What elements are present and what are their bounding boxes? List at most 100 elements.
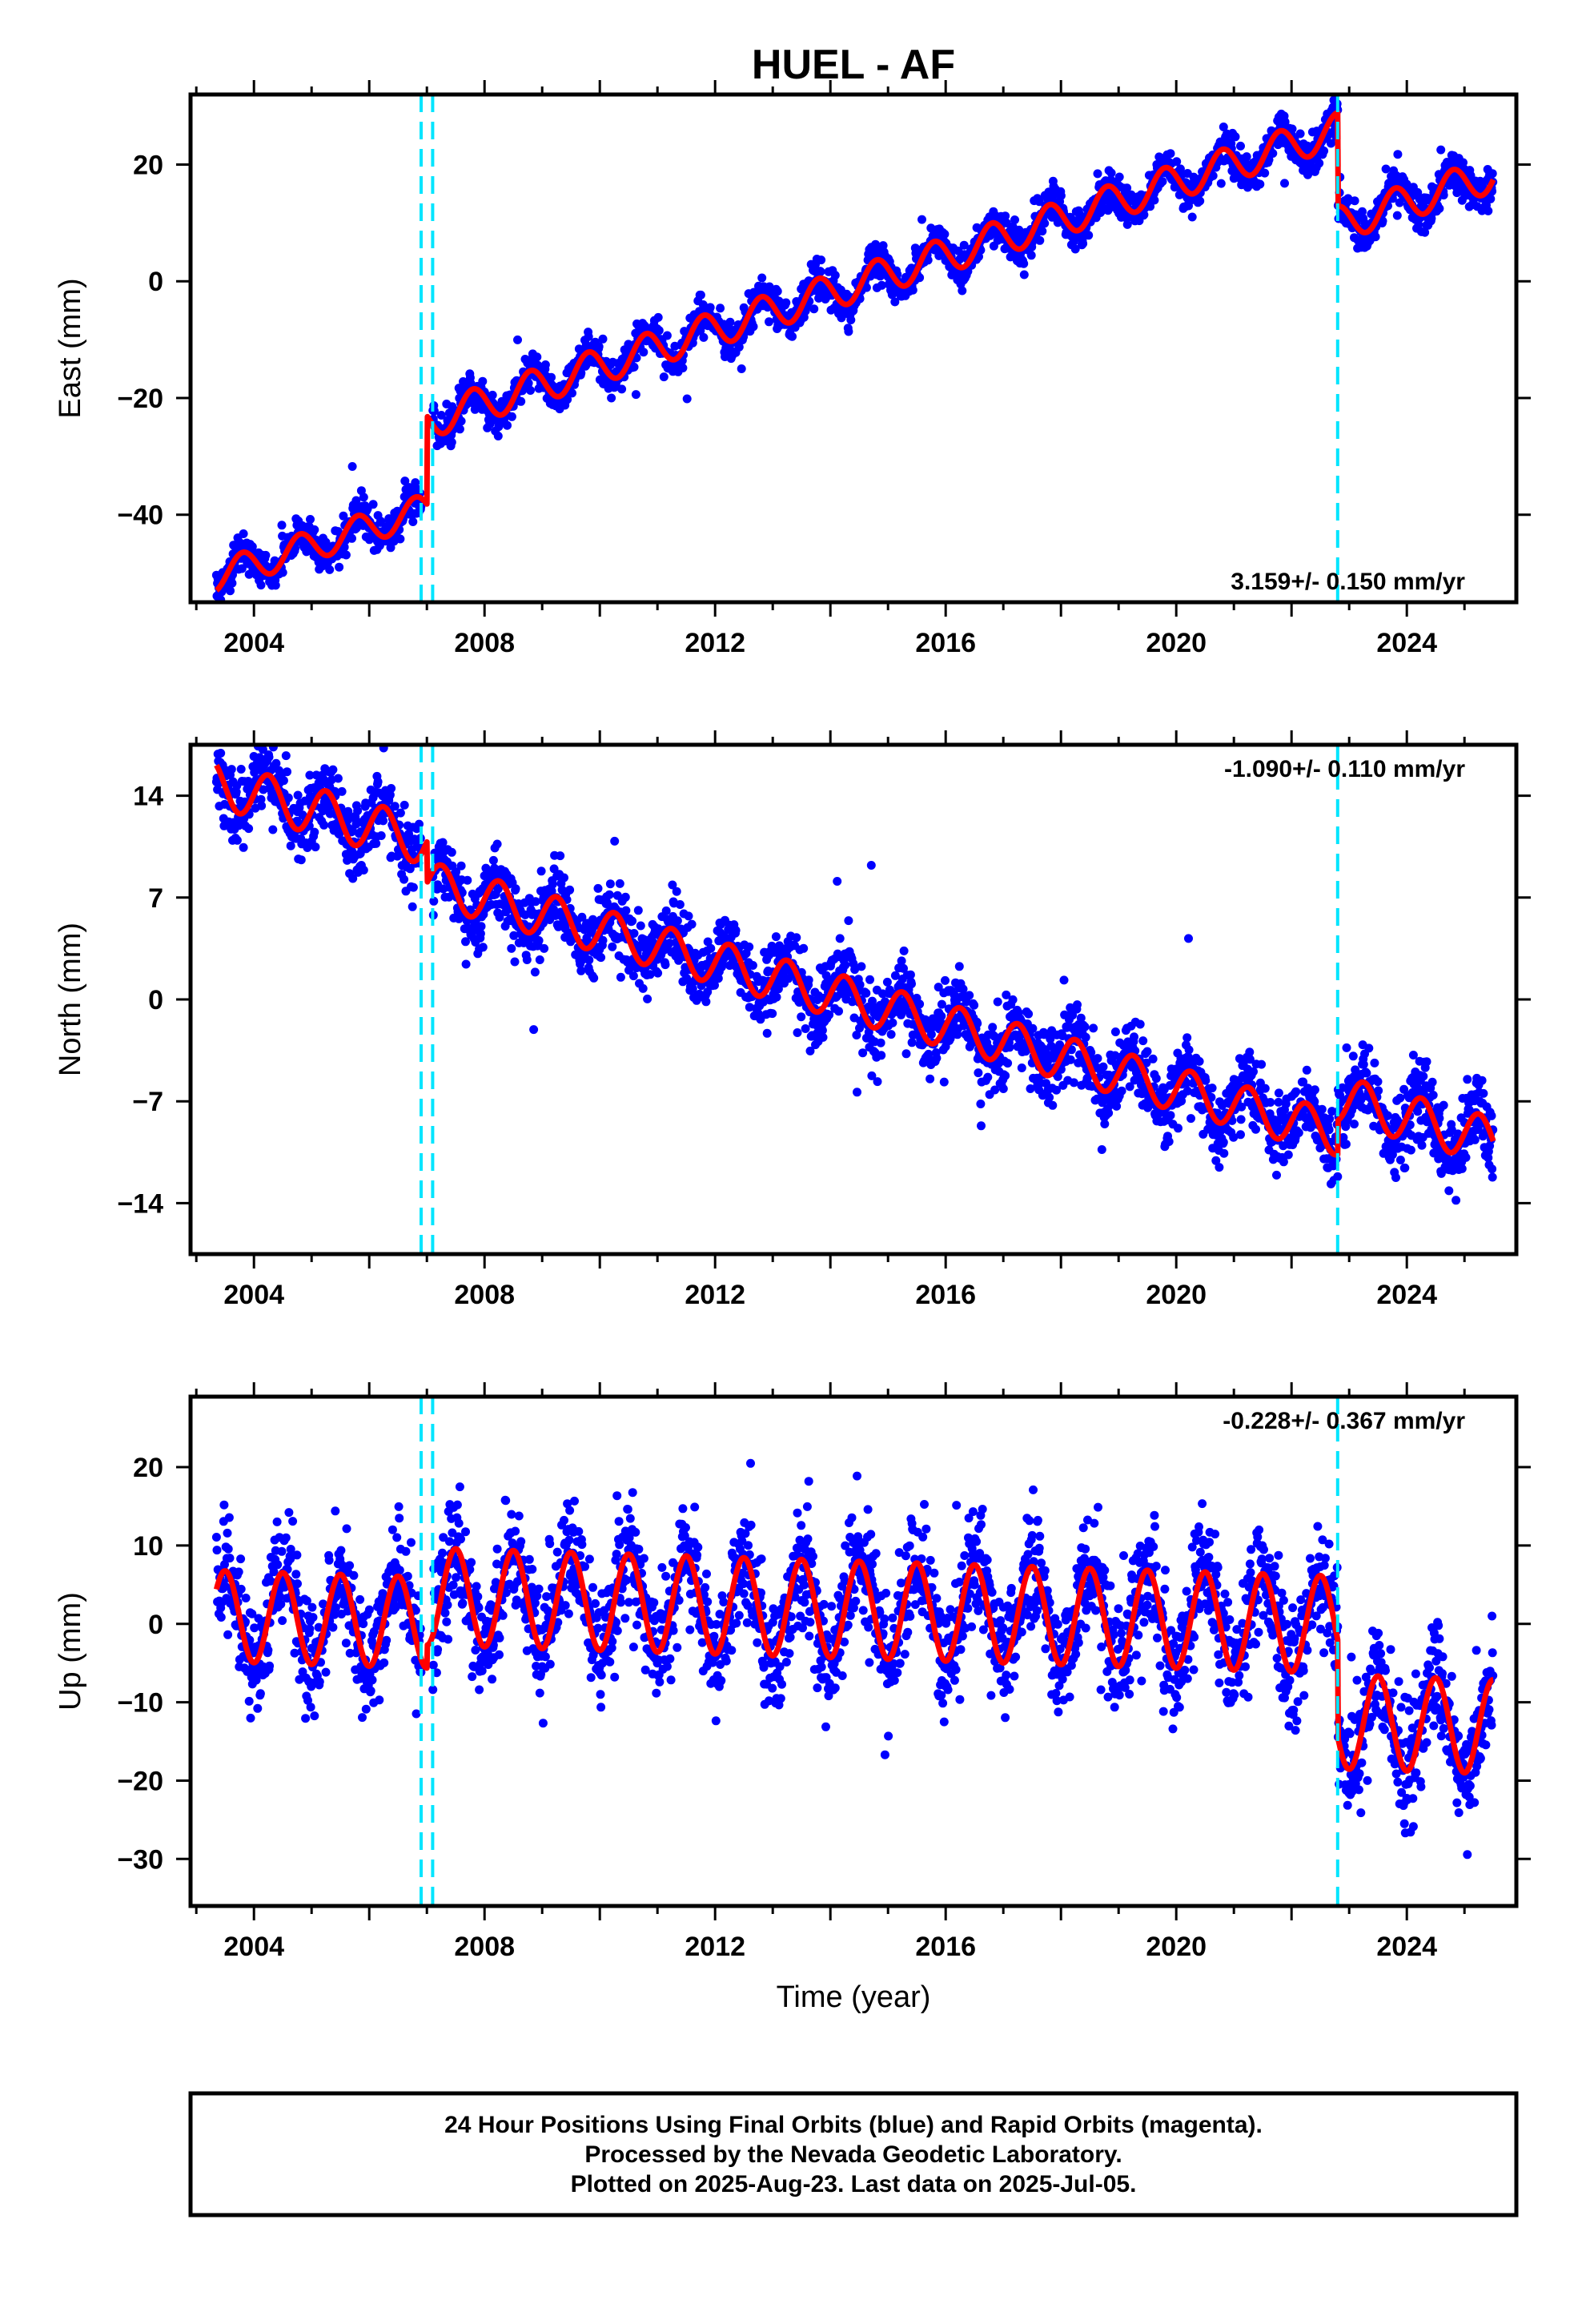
data-point <box>347 533 356 543</box>
data-point <box>877 280 886 290</box>
data-point <box>974 1068 983 1078</box>
data-point <box>283 793 293 802</box>
data-point <box>1182 1033 1192 1043</box>
data-point <box>396 534 405 544</box>
data-point <box>684 911 693 921</box>
data-point <box>390 802 400 811</box>
data-point <box>1028 1023 1038 1033</box>
data-point <box>1110 1027 1120 1036</box>
data-point <box>857 962 866 971</box>
velocity-annotation: 3.159+/- 0.150 mm/yr <box>1231 569 1465 595</box>
data-point <box>639 348 648 357</box>
y-tick-label: −40 <box>117 501 163 531</box>
data-point <box>1216 179 1226 188</box>
data-point <box>339 511 348 521</box>
data-point <box>765 317 773 327</box>
data-point <box>400 476 410 486</box>
data-point <box>353 806 363 815</box>
data-point <box>1098 1062 1108 1072</box>
data-point <box>844 916 853 926</box>
data-point <box>866 861 876 870</box>
data-point <box>716 304 725 313</box>
data-point <box>296 855 306 865</box>
model-curve <box>214 110 1496 593</box>
y-tick-label: −20 <box>117 384 163 414</box>
data-point <box>596 953 606 963</box>
data-point <box>696 326 705 336</box>
data-point <box>584 955 594 965</box>
data-point <box>628 916 637 926</box>
data-point <box>1059 975 1069 985</box>
data-point <box>311 842 320 852</box>
data-point <box>1274 1088 1283 1098</box>
data-point <box>628 971 638 981</box>
x-tick-label: 2004 <box>223 628 284 658</box>
data-point <box>772 992 781 1002</box>
data-point <box>654 326 664 336</box>
data-point <box>939 1077 949 1087</box>
data-point <box>237 564 247 573</box>
data-point <box>1019 270 1029 279</box>
data-point <box>1219 1137 1228 1147</box>
data-point <box>682 394 692 404</box>
data-point <box>662 331 672 340</box>
data-point <box>835 934 845 943</box>
data-point <box>215 714 224 723</box>
data-point <box>510 957 520 967</box>
data-point <box>239 842 248 852</box>
data-point <box>548 879 557 889</box>
data-point <box>816 267 825 276</box>
data-point <box>959 240 969 250</box>
data-point <box>617 384 627 394</box>
data-point <box>1219 1148 1229 1158</box>
data-point <box>461 959 471 969</box>
data-point <box>335 562 344 572</box>
data-point <box>256 721 265 730</box>
data-point <box>888 1018 897 1027</box>
data-point <box>958 984 968 994</box>
data-point <box>629 362 639 372</box>
data-point <box>705 303 715 312</box>
data-point <box>1315 159 1324 168</box>
data-point <box>283 767 291 777</box>
data-point <box>762 1028 772 1038</box>
data-point <box>333 774 343 783</box>
data-point <box>1280 179 1289 188</box>
data-point <box>236 765 246 774</box>
data-point <box>576 966 586 975</box>
data-point <box>877 1051 886 1060</box>
data-point <box>1005 1043 1014 1052</box>
data-point <box>1148 1054 1158 1063</box>
data-point <box>436 411 446 420</box>
data-point <box>1035 235 1045 245</box>
data-point <box>256 581 266 590</box>
data-point <box>1381 164 1391 174</box>
data-point <box>1283 1150 1293 1160</box>
data-point <box>493 432 503 440</box>
data-point <box>661 960 670 970</box>
x-tick-label: 2016 <box>915 628 976 658</box>
data-point <box>560 873 568 883</box>
y-tick-label: 0 <box>148 267 163 297</box>
data-point <box>731 926 741 935</box>
data-point <box>1215 1163 1224 1172</box>
data-point <box>861 283 871 292</box>
data-point <box>488 855 498 865</box>
data-point <box>1257 1059 1267 1069</box>
data-point <box>227 765 236 774</box>
data-point <box>1260 1084 1270 1093</box>
data-point <box>1026 251 1036 260</box>
data-point <box>1069 1078 1078 1088</box>
x-tick-label: 2024 <box>1376 628 1437 658</box>
data-point <box>1008 995 1018 1004</box>
data-point <box>797 1012 806 1022</box>
data-point <box>1038 227 1047 236</box>
data-point <box>1295 129 1305 139</box>
data-point <box>899 946 909 955</box>
data-point <box>675 900 685 909</box>
data-point <box>408 902 417 911</box>
data-point <box>818 1032 828 1042</box>
data-point <box>547 372 556 382</box>
